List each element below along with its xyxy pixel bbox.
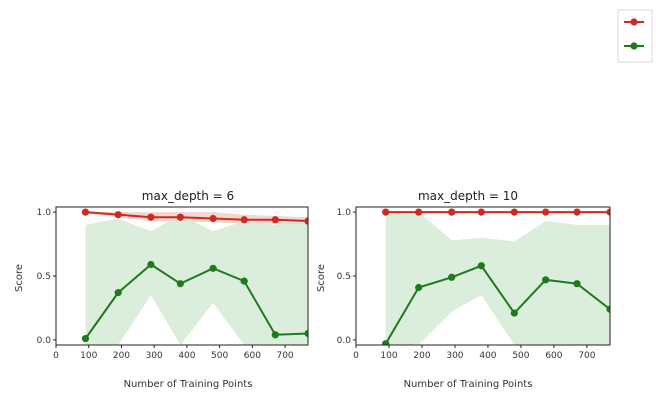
series-0-point xyxy=(510,208,518,216)
series-1-point xyxy=(114,289,122,297)
series-1-point xyxy=(147,260,155,269)
legend-entry-1-marker xyxy=(630,42,638,50)
series-1-line xyxy=(84,263,308,340)
series-1-point xyxy=(448,273,456,281)
series-0-point xyxy=(382,208,390,216)
series-1-point xyxy=(477,262,485,270)
series-1-point xyxy=(382,340,390,345)
y-tick-label: 1.0 xyxy=(37,208,52,218)
x-tick-label: 500 xyxy=(512,351,529,361)
series-1-point xyxy=(573,280,581,288)
series-0-point xyxy=(304,217,308,225)
series-1-point xyxy=(81,335,90,343)
x-tick-label: 600 xyxy=(244,351,261,361)
series-0-point xyxy=(448,208,456,216)
x-tick-label: 700 xyxy=(578,351,595,361)
series-1-band xyxy=(85,214,308,345)
legend-box xyxy=(617,9,653,63)
x-tick-label: 300 xyxy=(146,351,163,361)
x-tick-label: 100 xyxy=(380,351,397,361)
x-tick-label: 200 xyxy=(413,351,430,361)
series-0-point xyxy=(542,208,550,216)
series-0-point xyxy=(415,208,423,216)
x-axis-label: Number of Training Points xyxy=(404,379,533,390)
legend xyxy=(617,9,653,63)
series-1-band xyxy=(385,212,610,345)
series-1-point xyxy=(510,309,518,317)
y-tick-label: 0.5 xyxy=(37,272,51,282)
y-axis-label: Score xyxy=(316,264,327,292)
x-tick-label: 300 xyxy=(446,351,463,361)
y-tick-label: 1.0 xyxy=(337,208,352,218)
y-tick-label: 0.0 xyxy=(337,336,352,346)
series-1-point xyxy=(304,329,308,338)
x-tick-label: 0 xyxy=(53,351,59,361)
x-tick-label: 400 xyxy=(479,351,496,361)
y-tick-label: 0.0 xyxy=(37,336,52,346)
series-1-point xyxy=(415,283,423,292)
series-0-point xyxy=(81,208,90,216)
y-tick-label: 0.5 xyxy=(337,272,351,282)
series-1-point xyxy=(542,276,550,284)
series-1-point xyxy=(240,277,248,285)
chart-title: max_depth = 6 xyxy=(142,189,234,203)
series-0-point xyxy=(147,213,155,221)
series-0-point xyxy=(477,208,485,216)
series-0-point xyxy=(271,216,279,224)
series-0-line xyxy=(85,211,308,223)
series-0-point xyxy=(240,216,248,224)
x-axis-label: Number of Training Points xyxy=(124,379,253,390)
x-tick-label: 700 xyxy=(276,351,293,361)
chart-panel-depth-6: max_depth = 6 Number of Training Points … xyxy=(14,189,309,390)
series-1-point xyxy=(176,280,184,288)
x-tick-label: 100 xyxy=(80,351,97,361)
x-tick-label: 600 xyxy=(545,351,562,361)
chart-panel-depth-10: max_depth = 10 Number of Training Points… xyxy=(316,189,611,390)
chart-title: max_depth = 10 xyxy=(418,189,518,203)
series-0-point xyxy=(573,208,581,216)
x-tick-label: 200 xyxy=(113,351,130,361)
series-1-point xyxy=(606,305,610,313)
series-1-point xyxy=(209,264,217,272)
series-0-point xyxy=(176,213,184,221)
series-0-point xyxy=(606,208,610,216)
series-1-line xyxy=(384,264,610,345)
x-tick-label: 400 xyxy=(178,351,195,361)
series-0-point xyxy=(209,214,217,223)
x-tick-label: 500 xyxy=(211,351,228,361)
series-1-point xyxy=(271,331,279,339)
series-0-point xyxy=(114,211,122,219)
x-tick-label: 0 xyxy=(353,351,359,361)
y-axis-label: Score xyxy=(14,264,25,292)
legend-entry-0-marker xyxy=(630,18,638,26)
